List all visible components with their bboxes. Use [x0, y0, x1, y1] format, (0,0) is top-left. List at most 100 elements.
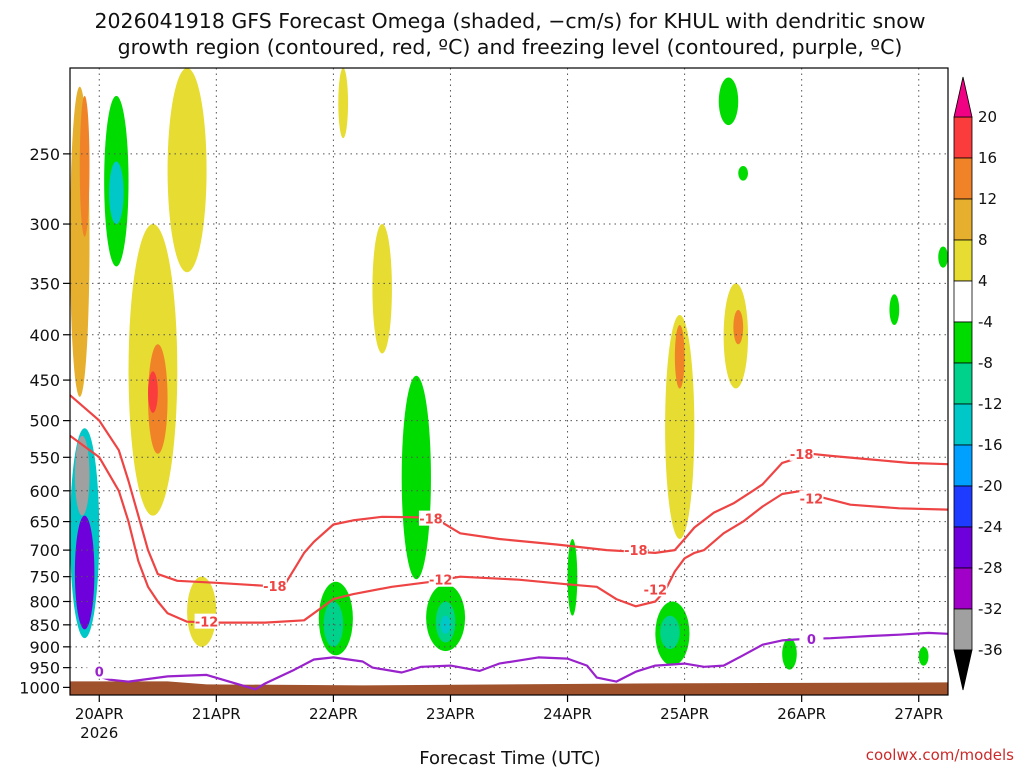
colorbar-tick-label: -4: [978, 313, 993, 331]
colorbar-max-triangle: [953, 76, 973, 118]
omega-region: [74, 515, 95, 630]
colorbar-band: [953, 526, 973, 569]
omega-region: [79, 95, 90, 237]
colorbar-min-triangle: [953, 649, 973, 691]
y-tick-label: 350: [29, 274, 60, 293]
x-tick-label: 26APR: [777, 705, 826, 723]
chart-title-line-2: growth region (contoured, red, ºC) and f…: [118, 35, 903, 59]
x-tick-label: 27APR: [894, 705, 943, 723]
contour-label: -18: [624, 544, 648, 559]
colorbar: 20 16 12 8 4 -4 -8 -12 -16 -20 -24 -28 -32 -36: [953, 76, 1003, 691]
omega-region: [889, 294, 900, 326]
y-tick-label: 550: [29, 448, 60, 467]
x-tick-label: 20APR: [75, 705, 124, 723]
chart-title-line-1: 2026041918 GFS Forecast Omega (shaded, −…: [94, 9, 925, 33]
contour-label: -18: [419, 513, 443, 528]
y-tick-label: 900: [29, 638, 60, 657]
colorbar-band: [953, 485, 973, 528]
omega-region: [338, 68, 349, 139]
contour-label-background: [799, 490, 824, 506]
contour-label: -12: [195, 616, 219, 631]
credit-text: coolwx.com/models: [866, 746, 1014, 764]
x-tick-label: 24APR: [543, 705, 592, 723]
colorbar-band: [953, 403, 973, 446]
colorbar-tick-label: 16: [978, 149, 997, 167]
contour-label-background: [262, 577, 287, 593]
y-tick-label: 1000: [19, 678, 60, 697]
omega-region: [567, 538, 578, 616]
contour-label-background: [87, 663, 112, 679]
contour-label-background: [799, 631, 824, 647]
freezing-level-contour: [89, 631, 948, 691]
plot-frame: [69, 67, 949, 696]
contour-label: -18: [263, 580, 287, 595]
contour-label: -12: [429, 574, 453, 589]
y-tick-label: 750: [29, 568, 60, 587]
omega-region: [782, 638, 797, 670]
omega-region: [938, 246, 948, 268]
x-tick-label: 23APR: [426, 705, 475, 723]
contour-label: -12: [644, 583, 668, 598]
y-tick-label: 500: [29, 412, 60, 431]
contour-label-background: [643, 581, 668, 597]
colorbar-band: [953, 362, 973, 405]
ground-layer: [70, 681, 948, 695]
omega-region: [74, 435, 90, 516]
contour-label: 0: [95, 666, 104, 681]
y-tick-label: 450: [29, 371, 60, 390]
contour-layer: -18 -18 -18 -18 -12 -12 -12 -12 0 0: [70, 394, 948, 691]
colorbar-tick-label: -28: [978, 559, 1003, 577]
omega-region: [440, 615, 451, 634]
colorbar-tick-label: 4: [978, 272, 988, 290]
omega-region: [674, 325, 685, 389]
y-tick-label: 950: [29, 659, 60, 678]
omega-region: [918, 646, 929, 666]
omega-region: [401, 375, 431, 580]
colorbar-tick-label: -20: [978, 477, 1003, 495]
omega-region: [167, 68, 207, 273]
contour-label-background: [789, 445, 814, 461]
y-tick-label: 800: [29, 593, 60, 612]
colorbar-band: [953, 198, 973, 241]
colorbar-band: [953, 567, 973, 610]
colorbar-tick-label: 8: [978, 231, 988, 249]
omega-region: [665, 315, 695, 539]
colorbar-tick-label: -36: [978, 641, 1003, 659]
x-tick-label: 22APR: [309, 705, 358, 723]
y-tick-label: 400: [29, 326, 60, 345]
dgz-contour: [70, 434, 948, 624]
y-tick-label: 300: [29, 215, 60, 234]
omega-region: [187, 576, 217, 647]
y-tick-label: 850: [29, 616, 60, 635]
colorbar-tick-label: -8: [978, 354, 993, 372]
contour-label-background: [623, 542, 648, 558]
ground-surface: [70, 681, 948, 695]
colorbar-tick-label: -24: [978, 518, 1003, 536]
x-tick-year-label: 2026: [80, 724, 118, 742]
colorbar-tick-label: 20: [978, 108, 997, 126]
contour-label: -18: [790, 448, 814, 463]
colorbar-tick-label: -32: [978, 600, 1003, 618]
colorbar-band: [953, 239, 973, 282]
colorbar-band: [953, 608, 973, 651]
contour-label-background: [428, 571, 453, 587]
y-tick-label: 650: [29, 513, 60, 532]
omega-region: [738, 165, 749, 181]
x-tick-label: 21APR: [192, 705, 241, 723]
omega-region: [148, 371, 158, 413]
contour-label: 0: [807, 633, 816, 648]
pressure-axis: 250 300 350 400 450 500 550 600 650 700 750 800 850 9…: [19, 145, 70, 697]
colorbar-tick-label: -16: [978, 436, 1003, 454]
omega-region: [718, 77, 739, 126]
y-tick-label: 250: [29, 145, 60, 164]
omega-region: [733, 309, 744, 345]
x-tick-label: 25APR: [660, 705, 709, 723]
omega-shading-layer: [70, 68, 948, 670]
y-tick-label: 600: [29, 482, 60, 501]
colorbar-band: [953, 157, 973, 200]
omega-region: [109, 161, 124, 225]
contour-label: -12: [800, 492, 824, 507]
y-tick-label: 700: [29, 541, 60, 560]
